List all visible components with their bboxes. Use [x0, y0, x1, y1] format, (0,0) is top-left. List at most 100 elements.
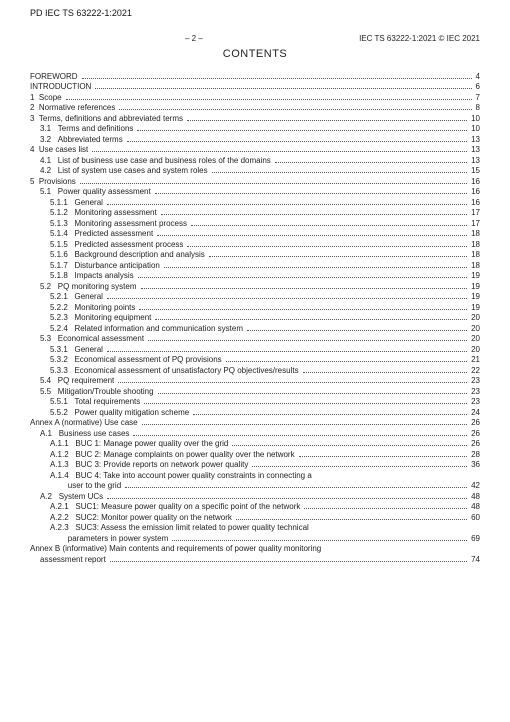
toc-entry-label: BUC 4: Take into account power quality c…: [75, 471, 313, 481]
toc-entry-number: A.2.3: [50, 523, 75, 533]
toc-entry: 5.4 PQ requirement23: [30, 376, 480, 386]
toc-entry-number: 3.2: [40, 135, 58, 145]
toc-entry-number: 5.3.3: [50, 366, 74, 376]
toc-entry-number: 5.1: [40, 187, 58, 197]
toc-entry: 3.2 Abbreviated terms13: [30, 135, 480, 145]
contents-title: CONTENTS: [30, 48, 480, 62]
toc-entry: 4 Use cases list 13: [30, 145, 480, 155]
toc-entry-number: 5.2: [40, 282, 58, 292]
toc-entry-page: 48: [469, 492, 480, 502]
toc-leader-dots: [107, 493, 467, 498]
toc-entry: Annex B (informative) Main contents and …: [30, 544, 480, 554]
toc-leader-dots: [157, 231, 467, 236]
toc-entry: 4.2 List of system use cases and system …: [30, 166, 480, 176]
toc-entry-label: user to the grid: [68, 481, 123, 491]
toc-leader-dots: [158, 388, 468, 393]
toc-entry-label: List of system use cases and system role…: [58, 166, 210, 176]
toc-entry-label: Predicted assessment: [74, 229, 155, 239]
table-of-contents: FOREWORD4INTRODUCTION61 Scope72 Normativ…: [30, 72, 480, 565]
toc-entry-label: Terms and definitions: [58, 124, 136, 134]
toc-entry-number: 5.3: [40, 334, 58, 344]
toc-entry-label: Use cases list: [39, 145, 90, 155]
toc-entry-label: List of business use case and business r…: [58, 156, 273, 166]
toc-entry-page: 20: [469, 313, 480, 323]
toc-entry-page: 60: [469, 513, 480, 523]
toc-leader-dots: [95, 84, 471, 89]
toc-entry-number: A.2.1: [50, 502, 75, 512]
toc-entry-label: Provisions: [39, 177, 78, 187]
toc-entry-label: BUC 2: Manage complaints on power qualit…: [75, 450, 296, 460]
toc-entry-label: BUC 3: Provide reports on network power …: [75, 460, 250, 470]
toc-entry-label: Abbreviated terms: [58, 135, 125, 145]
toc-entry: A.1.4 BUC 4: Take into account power qua…: [30, 471, 480, 481]
toc-entry: 5.5.1 Total requirements23: [30, 397, 480, 407]
toc-leader-dots: [252, 462, 467, 467]
toc-entry-label: Power quality mitigation scheme: [74, 408, 191, 418]
toc-entry-number: 5.5.1: [50, 397, 74, 407]
toc-leader-dots: [110, 556, 467, 561]
toc-entry-page: 10: [469, 114, 480, 124]
toc-entry-page: 19: [469, 292, 480, 302]
toc-entry-page: 17: [469, 219, 480, 229]
toc-entry-label: parameters in power system: [68, 534, 170, 544]
toc-entry-continuation: parameters in power system69: [30, 534, 480, 544]
toc-entry: A.1.2 BUC 2: Manage complaints on power …: [30, 450, 480, 460]
toc-entry-label: Impacts analysis: [74, 271, 135, 281]
toc-entry: A.2.3 SUC3: Assess the emission limit re…: [30, 523, 480, 533]
toc-entry: 5.5 Mitigation/Trouble shooting23: [30, 387, 480, 397]
toc-leader-dots: [172, 535, 467, 540]
toc-entry-label: Monitoring points: [74, 303, 137, 313]
toc-entry-label: Terms, definitions and abbreviated terms: [39, 114, 185, 124]
toc-entry-label: SUC2: Monitor power quality on the netwo…: [75, 513, 234, 523]
toc-entry-number: A.2: [40, 492, 59, 502]
toc-entry: A.2.1 SUC1: Measure power quality on a s…: [30, 502, 480, 512]
toc-entry-number: 4.1: [40, 156, 58, 166]
toc-entry: 5.2 PQ monitoring system19: [30, 282, 480, 292]
toc-entry-page: 21: [469, 355, 480, 365]
toc-leader-dots: [141, 283, 468, 288]
toc-leader-dots: [226, 357, 467, 362]
toc-leader-dots: [127, 136, 467, 141]
toc-leader-dots: [212, 168, 467, 173]
toc-leader-dots: [82, 73, 472, 78]
toc-entry-label: SUC3: Assess the emission limit related …: [75, 523, 310, 533]
toc-leader-dots: [232, 441, 467, 446]
toc-entry-label: FOREWORD: [30, 72, 80, 82]
toc-entry-number: 5.3.1: [50, 345, 74, 355]
toc-entry-label: Total requirements: [74, 397, 142, 407]
toc-entry-number: 1: [30, 93, 39, 103]
toc-leader-dots: [139, 304, 467, 309]
toc-leader-dots: [155, 315, 467, 320]
toc-entry-label: Business use cases: [59, 429, 132, 439]
toc-leader-dots: [193, 409, 467, 414]
toc-entry-page: 6: [474, 82, 480, 92]
toc-leader-dots: [118, 378, 467, 383]
toc-leader-dots: [236, 514, 467, 519]
toc-entry-number: A.1.4: [50, 471, 75, 481]
toc-entry: 1 Scope7: [30, 93, 480, 103]
toc-entry-page: 19: [469, 303, 480, 313]
toc-entry-label: PQ requirement: [58, 376, 116, 386]
toc-entry-continuation: user to the grid 42: [30, 481, 480, 491]
toc-entry-page: 18: [469, 240, 480, 250]
toc-entry-label: Related information and communication sy…: [74, 324, 245, 334]
toc-entry: 5.3.2 Economical assessment of PQ provis…: [30, 355, 480, 365]
toc-entry-page: 22: [469, 366, 480, 376]
toc-entry-page: 26: [469, 418, 480, 428]
toc-entry: 5.3 Economical assessment20: [30, 334, 480, 344]
toc-entry: 5.2.1 General19: [30, 292, 480, 302]
toc-entry-number: 5.1.5: [50, 240, 74, 250]
toc-leader-dots: [155, 189, 467, 194]
toc-entry: 5.1 Power quality assessment16: [30, 187, 480, 197]
toc-entry-number: A.1.1: [50, 439, 75, 449]
toc-leader-dots: [125, 483, 467, 488]
toc-entry-label: Monitoring equipment: [74, 313, 153, 323]
toc-leader-dots: [303, 367, 468, 372]
toc-entry-number: A.1: [40, 429, 59, 439]
toc-leader-dots: [148, 336, 467, 341]
toc-entry-page: 13: [469, 145, 480, 155]
toc-entry-number: 4: [30, 145, 39, 155]
toc-entry-number: 5.2.1: [50, 292, 74, 302]
toc-entry: 5.1.1 General16: [30, 198, 480, 208]
toc-entry-page: 42: [469, 481, 480, 491]
